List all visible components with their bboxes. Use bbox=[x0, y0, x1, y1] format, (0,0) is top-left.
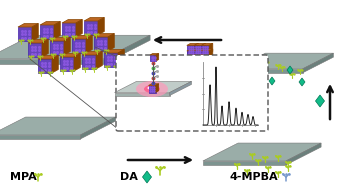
Polygon shape bbox=[155, 84, 159, 92]
Polygon shape bbox=[104, 50, 124, 53]
Polygon shape bbox=[156, 53, 159, 61]
Polygon shape bbox=[203, 143, 321, 161]
Polygon shape bbox=[62, 23, 76, 37]
Polygon shape bbox=[287, 66, 293, 74]
Polygon shape bbox=[84, 18, 104, 21]
Polygon shape bbox=[115, 93, 169, 96]
Polygon shape bbox=[62, 19, 82, 23]
Polygon shape bbox=[64, 37, 70, 55]
Polygon shape bbox=[203, 161, 286, 165]
Polygon shape bbox=[235, 53, 333, 69]
Polygon shape bbox=[148, 85, 155, 92]
Polygon shape bbox=[32, 23, 38, 41]
Polygon shape bbox=[72, 39, 86, 53]
Polygon shape bbox=[187, 51, 195, 59]
Polygon shape bbox=[94, 33, 114, 37]
Polygon shape bbox=[201, 49, 213, 51]
Polygon shape bbox=[201, 55, 213, 57]
Polygon shape bbox=[235, 69, 302, 73]
Polygon shape bbox=[201, 51, 209, 59]
Polygon shape bbox=[302, 53, 333, 73]
Polygon shape bbox=[84, 21, 98, 35]
Ellipse shape bbox=[136, 81, 168, 97]
Ellipse shape bbox=[144, 85, 160, 93]
Polygon shape bbox=[202, 49, 206, 59]
Polygon shape bbox=[40, 25, 54, 39]
Polygon shape bbox=[94, 37, 108, 51]
Polygon shape bbox=[28, 40, 48, 43]
Polygon shape bbox=[286, 143, 321, 165]
Polygon shape bbox=[74, 53, 80, 71]
Polygon shape bbox=[0, 117, 116, 135]
Polygon shape bbox=[150, 53, 159, 55]
Ellipse shape bbox=[147, 87, 153, 90]
Polygon shape bbox=[187, 49, 198, 51]
Polygon shape bbox=[38, 56, 58, 59]
Polygon shape bbox=[0, 135, 80, 139]
Polygon shape bbox=[72, 36, 92, 39]
Polygon shape bbox=[98, 18, 104, 35]
Polygon shape bbox=[209, 49, 213, 59]
Polygon shape bbox=[60, 57, 74, 71]
Text: 4-MPBA: 4-MPBA bbox=[230, 172, 279, 182]
Polygon shape bbox=[40, 22, 60, 25]
Polygon shape bbox=[316, 95, 324, 107]
Polygon shape bbox=[82, 51, 102, 55]
Polygon shape bbox=[194, 57, 202, 65]
Polygon shape bbox=[202, 55, 206, 65]
Polygon shape bbox=[150, 55, 156, 61]
Polygon shape bbox=[76, 19, 82, 37]
Polygon shape bbox=[60, 53, 80, 57]
Polygon shape bbox=[0, 59, 104, 64]
Polygon shape bbox=[194, 43, 206, 45]
Polygon shape bbox=[42, 40, 48, 57]
Polygon shape bbox=[209, 43, 213, 53]
FancyBboxPatch shape bbox=[116, 55, 268, 131]
Polygon shape bbox=[104, 53, 118, 67]
Polygon shape bbox=[195, 49, 198, 59]
Polygon shape bbox=[52, 56, 58, 73]
Polygon shape bbox=[209, 55, 213, 65]
Polygon shape bbox=[108, 33, 114, 51]
Polygon shape bbox=[269, 77, 275, 85]
Polygon shape bbox=[18, 27, 32, 41]
Polygon shape bbox=[201, 45, 209, 53]
Polygon shape bbox=[80, 117, 116, 139]
Polygon shape bbox=[142, 171, 152, 183]
Polygon shape bbox=[194, 51, 202, 59]
Polygon shape bbox=[194, 55, 206, 57]
Polygon shape bbox=[38, 59, 52, 73]
Polygon shape bbox=[148, 84, 159, 85]
Polygon shape bbox=[194, 45, 202, 53]
Polygon shape bbox=[96, 51, 102, 69]
Polygon shape bbox=[86, 36, 92, 53]
Polygon shape bbox=[201, 57, 209, 65]
Polygon shape bbox=[187, 55, 198, 57]
Text: MPA: MPA bbox=[10, 172, 37, 182]
Polygon shape bbox=[28, 43, 42, 57]
Polygon shape bbox=[118, 50, 124, 67]
Polygon shape bbox=[0, 35, 150, 59]
Polygon shape bbox=[202, 43, 206, 53]
Polygon shape bbox=[54, 22, 60, 39]
Polygon shape bbox=[18, 23, 38, 27]
Polygon shape bbox=[115, 81, 191, 93]
Polygon shape bbox=[195, 43, 198, 53]
Polygon shape bbox=[104, 35, 150, 64]
Polygon shape bbox=[187, 45, 195, 53]
Polygon shape bbox=[50, 41, 64, 55]
Polygon shape bbox=[187, 57, 195, 65]
Polygon shape bbox=[187, 43, 198, 45]
Text: DA: DA bbox=[120, 172, 138, 182]
Polygon shape bbox=[50, 37, 70, 41]
Polygon shape bbox=[194, 49, 206, 51]
Polygon shape bbox=[169, 81, 191, 96]
Polygon shape bbox=[201, 43, 213, 45]
Polygon shape bbox=[195, 55, 198, 65]
Polygon shape bbox=[82, 55, 96, 69]
Polygon shape bbox=[299, 78, 305, 86]
